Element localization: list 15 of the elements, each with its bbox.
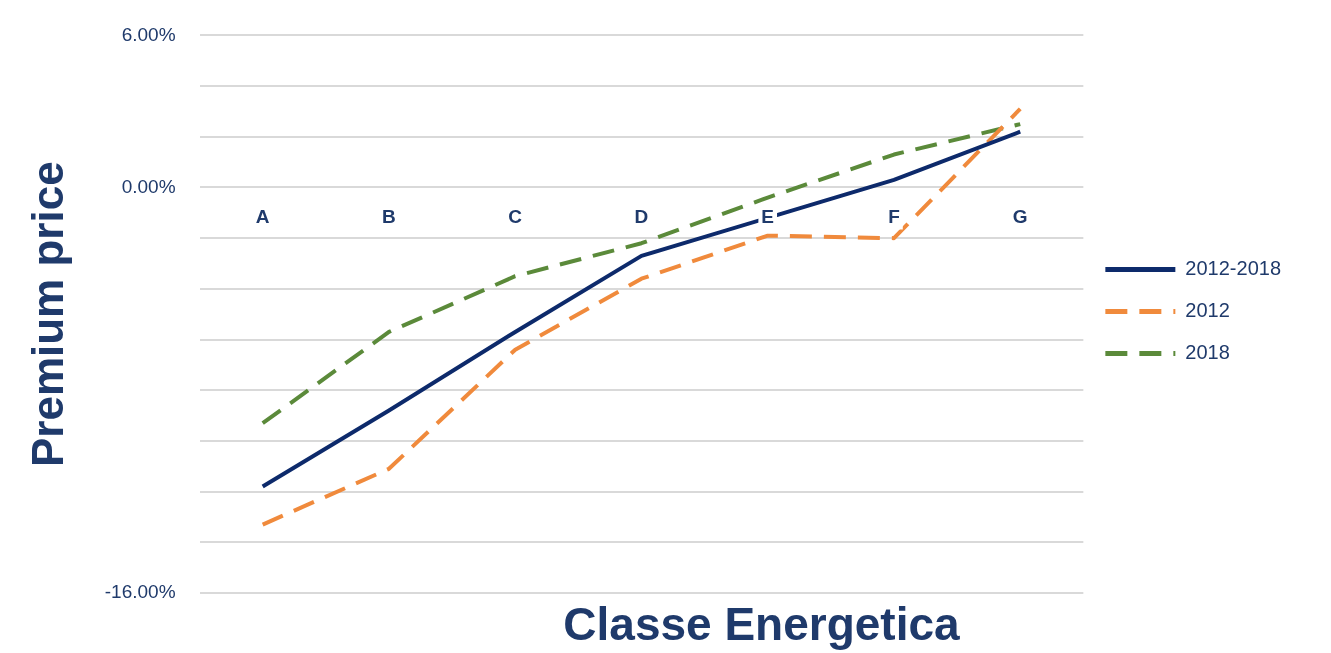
x-tick-label: B [382,205,396,227]
legend-label: 2012 [1185,299,1230,322]
x-tick-label: F [888,205,900,227]
x-tick-label: G [1012,205,1028,227]
y-axis-title: Premium price [22,161,72,468]
y-tick-label: 0.00% [121,175,176,197]
y-tick-label: -16.00% [104,581,176,603]
y-tick-label: 6.00% [121,23,176,45]
x-tick-label: A [255,205,270,227]
x-tick-label: D [634,205,649,227]
x-tick-label: C [508,205,523,227]
legend-label: 2012-2018 [1185,257,1282,280]
legend-label: 2018 [1185,341,1230,364]
x-axis-title: Classe Energetica [563,597,961,650]
x-tick-label: E [761,205,775,227]
